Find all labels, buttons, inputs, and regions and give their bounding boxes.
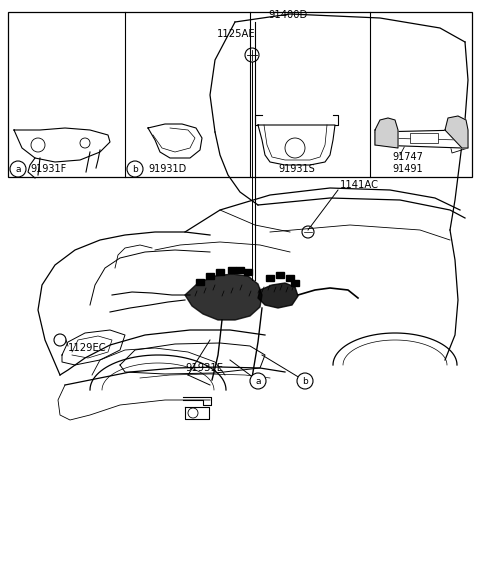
Text: 91400D: 91400D [268,10,307,20]
Polygon shape [258,283,298,308]
Polygon shape [286,275,294,281]
Polygon shape [216,269,224,275]
Polygon shape [236,267,244,273]
Circle shape [297,373,313,389]
Polygon shape [206,273,214,279]
Circle shape [127,161,143,177]
Text: 91931E: 91931E [185,363,223,373]
Text: a: a [15,164,21,174]
Circle shape [250,373,266,389]
Text: 91931S: 91931S [278,164,315,174]
Polygon shape [185,274,262,320]
Circle shape [188,408,198,418]
Text: a: a [255,377,261,385]
Text: 1125AE: 1125AE [216,29,255,39]
Text: 91747: 91747 [392,152,423,162]
Polygon shape [185,407,209,419]
Circle shape [285,138,305,158]
Text: 1141AC: 1141AC [340,180,379,190]
Polygon shape [244,269,252,275]
Polygon shape [375,118,398,148]
Polygon shape [14,128,110,162]
Bar [8,12,472,177]
Bar [410,133,438,143]
Circle shape [10,161,26,177]
Polygon shape [258,125,335,165]
Polygon shape [228,267,236,273]
Polygon shape [196,279,204,285]
Polygon shape [276,272,284,278]
Text: b: b [302,377,308,385]
Text: b: b [132,164,138,174]
Polygon shape [266,275,274,281]
Polygon shape [148,124,202,158]
Text: 1129EC: 1129EC [68,343,107,353]
Text: 91931D: 91931D [148,164,186,174]
Text: 91491: 91491 [392,164,422,174]
Text: 91931F: 91931F [30,164,66,174]
Polygon shape [291,280,299,286]
Polygon shape [445,116,468,148]
Polygon shape [375,130,465,148]
